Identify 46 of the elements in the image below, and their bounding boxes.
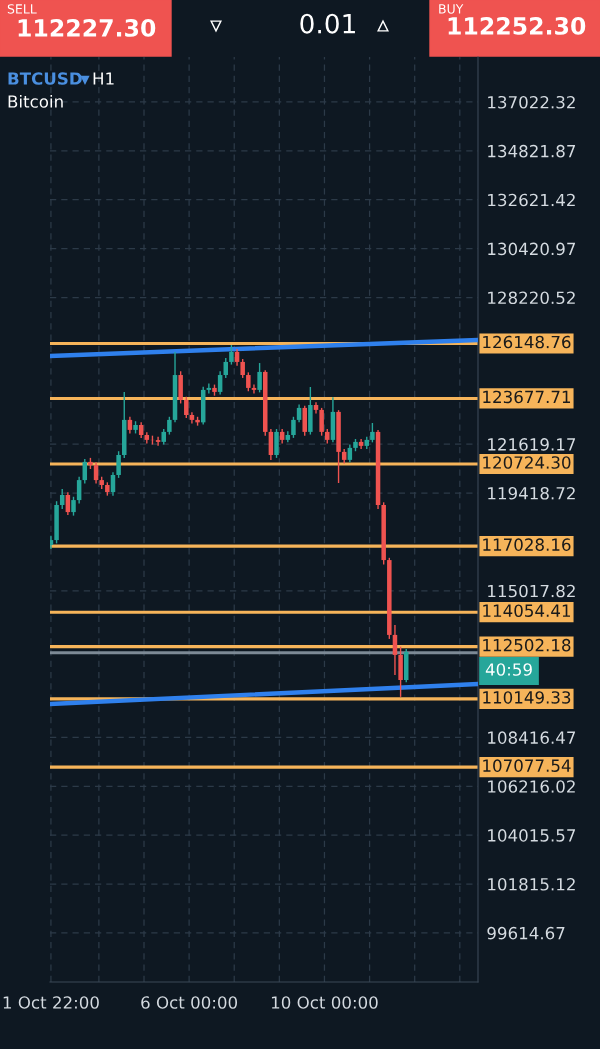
ref-line-label: 126148.76 [483, 335, 571, 349]
y-tick-label: 130420.97 [488, 242, 576, 256]
text: SELL [7, 4, 37, 14]
candlestick [274, 428, 279, 459]
ref-line-label: 117028.16 [483, 538, 571, 551]
candlestick [71, 496, 76, 517]
candlestick [240, 358, 245, 379]
y-tick-label: 132621.42 [488, 193, 575, 207]
ref-line-label: 114054.41 [483, 604, 571, 617]
x-tick-label: 10 Oct 00:00 [271, 996, 378, 1009]
candlestick [319, 407, 324, 437]
x-tick-label: 6 Oct 00:00 [141, 996, 238, 1009]
candlestick [229, 344, 234, 366]
y-tick-label: 99614.67 [487, 926, 565, 940]
y-tick-label: 101815.12 [488, 877, 575, 891]
annotation: H1 [93, 72, 114, 85]
candlestick [291, 416, 296, 439]
y-tick-label: 106216.02 [488, 780, 575, 793]
y-tick-label: 128220.52 [488, 291, 575, 305]
y-tick-label: 104015.57 [488, 829, 576, 842]
ref-line-label: 123677.71 [483, 390, 571, 404]
ref-line-label: 107077.54 [483, 759, 571, 772]
candlestick [155, 436, 161, 447]
ref-line-label: 120724.30 [483, 456, 571, 469]
ref-line-label: 112502.18 [483, 638, 571, 652]
candlestick [246, 371, 251, 392]
text: Bitcoin [8, 94, 63, 108]
y-tick-label: 137022.32 [488, 95, 575, 109]
x-tick-label: 1 Oct 22:00 [3, 996, 99, 1009]
y-tick-label: 119418.72 [488, 486, 575, 500]
text: 40:59 [485, 663, 532, 676]
y-tick-label: 134821.87 [488, 144, 576, 158]
y-tick-label: 108416.47 [488, 731, 576, 744]
candlestick [257, 362, 262, 394]
text: BTCUSD [8, 72, 82, 85]
candlestick [370, 422, 375, 444]
candlestick [116, 450, 121, 479]
y-tick-label: 115017.82 [488, 584, 575, 598]
text: 112252.30 [448, 16, 586, 35]
candlestick [184, 396, 189, 419]
candlestick [302, 404, 307, 437]
ref-line-label: 110149.33 [483, 691, 571, 704]
text: 0.01 [300, 13, 355, 34]
y-tick-label: 121619.17 [488, 438, 576, 451]
text: 112227.30 [18, 18, 156, 37]
text: BUY [439, 4, 464, 14]
